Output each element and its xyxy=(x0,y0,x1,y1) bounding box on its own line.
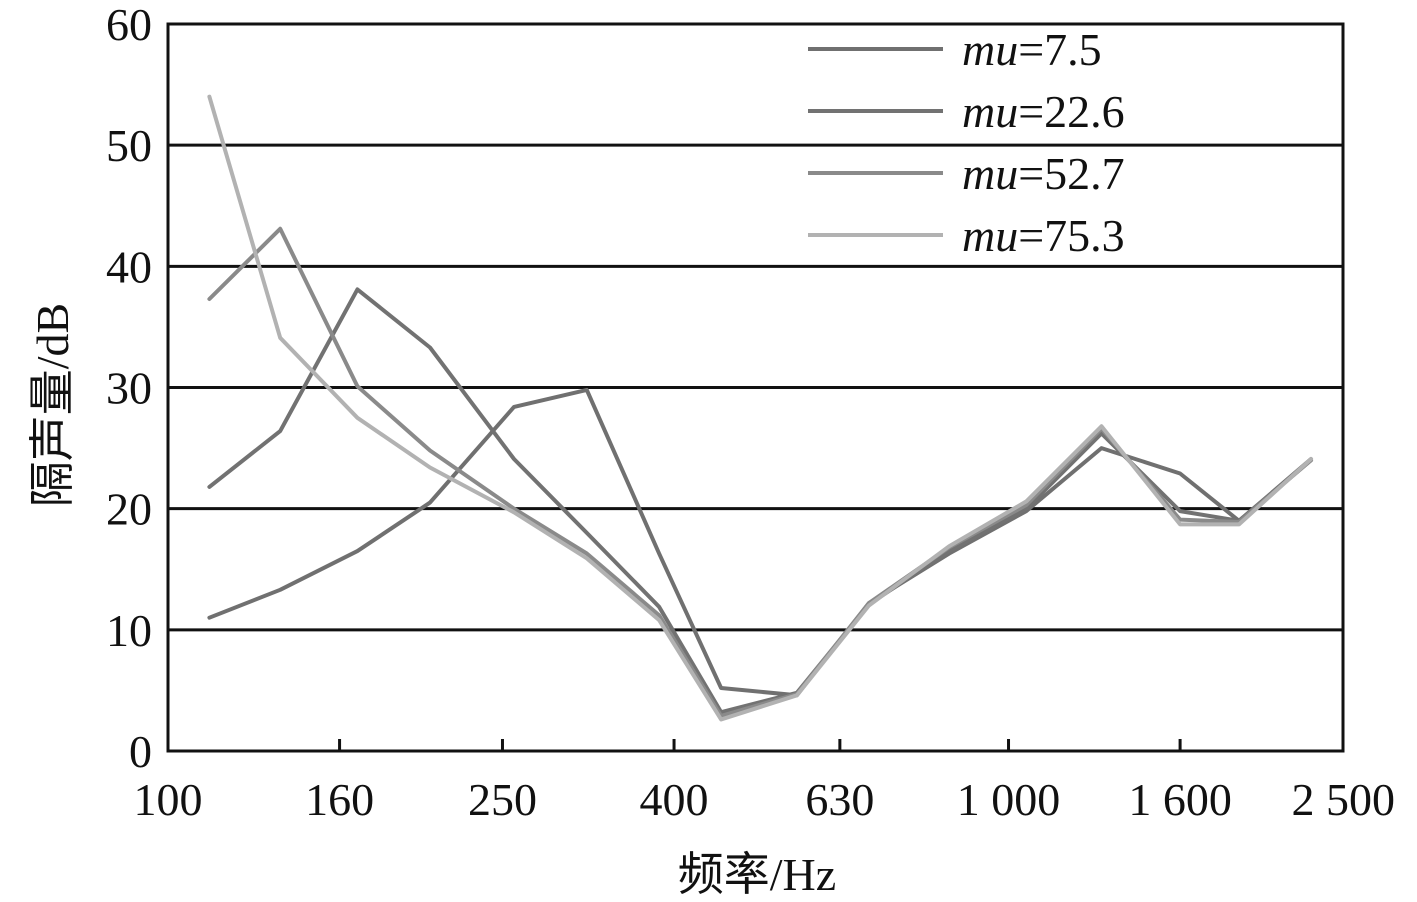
series-line xyxy=(207,94,1313,722)
y-tick-labels: 0 10 20 30 40 50 60 xyxy=(106,0,152,777)
x-tick-label: 400 xyxy=(640,774,709,825)
y-tick-label: 40 xyxy=(106,241,152,292)
series-line xyxy=(207,387,1313,698)
x-tick-label: 630 xyxy=(805,774,874,825)
series-lines xyxy=(207,94,1313,722)
legend-item: mu=22.6 xyxy=(808,86,1125,137)
x-axis-title: 频率/Hz xyxy=(678,849,836,900)
legend-item: mu=7.5 xyxy=(808,24,1102,75)
y-tick-label: 0 xyxy=(129,726,152,777)
grid-lines xyxy=(168,143,1343,632)
x-tick-label: 1 000 xyxy=(957,774,1061,825)
y-tick-label: 50 xyxy=(106,120,152,171)
legend-item: mu=75.3 xyxy=(808,210,1125,261)
legend-label: mu=75.3 xyxy=(962,210,1125,261)
legend-label: mu=52.7 xyxy=(962,148,1125,199)
x-tick-label: 160 xyxy=(305,774,374,825)
y-tick-label: 60 xyxy=(106,0,152,50)
legend-label: mu=7.5 xyxy=(962,24,1102,75)
legend-label: mu=22.6 xyxy=(962,86,1125,137)
x-tick-label: 2 500 xyxy=(1292,774,1396,825)
axis-ticks xyxy=(338,739,1182,751)
x-tick-label: 1 600 xyxy=(1128,774,1232,825)
x-tick-labels: 100 160 250 400 630 1 000 1 600 2 500 xyxy=(134,774,1396,825)
plot-frame xyxy=(166,22,1345,753)
y-tick-label: 30 xyxy=(106,363,152,414)
x-tick-label: 100 xyxy=(134,774,203,825)
x-tick-label: 250 xyxy=(468,774,537,825)
series-line xyxy=(207,287,1313,715)
y-axis-title: 隔声量/dB xyxy=(27,303,78,507)
legend: mu=7.5 mu=22.6 mu=52.7 mu=75.3 xyxy=(808,24,1125,261)
y-tick-label: 10 xyxy=(106,605,152,656)
y-tick-label: 20 xyxy=(106,484,152,535)
legend-item: mu=52.7 xyxy=(808,148,1125,199)
